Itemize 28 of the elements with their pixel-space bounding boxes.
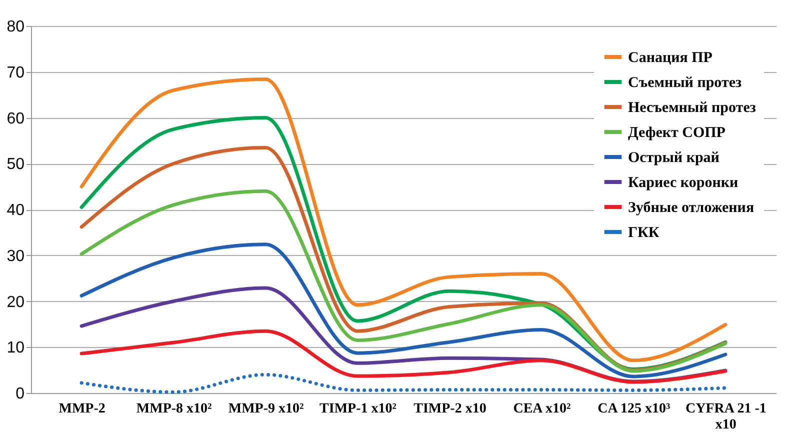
x-tick-label: MMP-9 x10² bbox=[228, 402, 304, 416]
y-tick-label: 30 bbox=[6, 248, 25, 265]
line-series bbox=[80, 242, 728, 378]
legend-label: Съемный протез bbox=[628, 75, 742, 91]
legend-label: Несъемный протез bbox=[628, 100, 756, 116]
y-tick-label: 70 bbox=[6, 64, 25, 82]
x-tick-label: TIMP-1 x10² bbox=[320, 402, 396, 416]
y-tick-label: 10 bbox=[6, 340, 25, 357]
x-tick-label: MMP-8 x10² bbox=[136, 402, 212, 416]
y-tick-label: 50 bbox=[6, 156, 25, 174]
legend-label: Санация ПР bbox=[628, 50, 712, 66]
legend-label: Зубные отложения bbox=[628, 200, 754, 216]
x-tick-label: CYFRA 21 -1 x10 bbox=[685, 402, 766, 432]
x-tick-label: MMP-2 bbox=[58, 402, 106, 416]
legend-label: Кариес коронки bbox=[628, 175, 738, 191]
x-tick-label: CA 125 x10³ bbox=[598, 402, 670, 416]
y-tick-label: 80 bbox=[6, 18, 25, 36]
x-tick-label: TIMP-2 x10 bbox=[414, 402, 486, 416]
x-tick-label: CEA x10² bbox=[513, 402, 571, 416]
y-tick-label: 0 bbox=[16, 386, 25, 402]
y-tick-label: 20 bbox=[6, 294, 25, 311]
line-series bbox=[80, 329, 728, 384]
legend-label: Острый край bbox=[628, 150, 720, 166]
y-tick-label: 60 bbox=[6, 110, 25, 128]
legend-label: Дефект СОПР bbox=[628, 125, 726, 141]
y-tick-label: 40 bbox=[6, 202, 25, 219]
legend-label: ГКК bbox=[628, 225, 660, 241]
line-series bbox=[80, 372, 728, 394]
